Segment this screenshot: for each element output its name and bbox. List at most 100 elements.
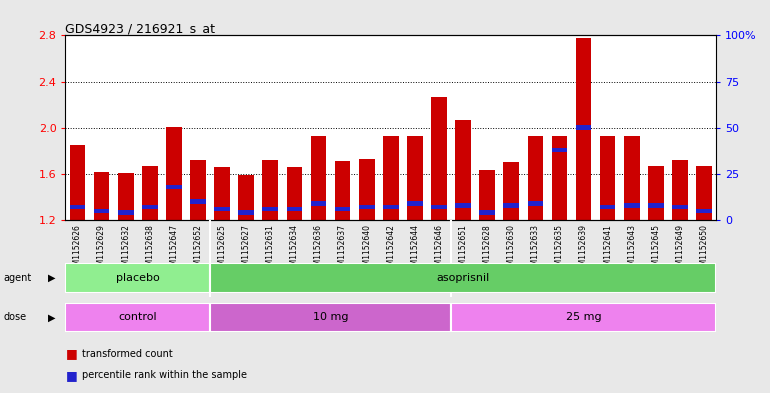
Bar xyxy=(94,172,109,220)
Text: GSM1152633: GSM1152633 xyxy=(531,224,540,275)
Text: GSM1152643: GSM1152643 xyxy=(628,224,636,275)
Bar xyxy=(118,210,133,215)
Text: ▶: ▶ xyxy=(48,312,55,322)
Text: 25 mg: 25 mg xyxy=(566,312,601,322)
Text: GSM1152632: GSM1152632 xyxy=(121,224,130,275)
Text: GSM1152631: GSM1152631 xyxy=(266,224,275,275)
Bar xyxy=(335,207,350,211)
Text: GSM1152630: GSM1152630 xyxy=(507,224,516,275)
Bar xyxy=(65,263,210,293)
Text: agent: agent xyxy=(4,273,32,283)
Text: GSM1152634: GSM1152634 xyxy=(290,224,299,275)
Bar xyxy=(383,136,399,220)
Bar xyxy=(527,201,543,206)
Bar xyxy=(190,160,206,220)
Text: ■: ■ xyxy=(65,347,77,360)
Bar xyxy=(480,171,495,220)
Bar xyxy=(624,136,640,220)
Text: GSM1152647: GSM1152647 xyxy=(169,224,179,275)
Text: GSM1152644: GSM1152644 xyxy=(410,224,420,275)
Text: GSM1152628: GSM1152628 xyxy=(483,224,492,275)
Text: GSM1152639: GSM1152639 xyxy=(579,224,588,275)
Bar xyxy=(480,210,495,215)
Bar xyxy=(286,207,302,211)
Bar xyxy=(69,205,85,209)
Bar xyxy=(359,205,374,209)
Bar xyxy=(624,203,640,208)
Bar xyxy=(69,145,85,220)
Bar xyxy=(263,160,278,220)
Bar xyxy=(696,166,712,220)
Bar xyxy=(455,203,471,208)
Text: GSM1152646: GSM1152646 xyxy=(434,224,444,275)
Text: GSM1152637: GSM1152637 xyxy=(338,224,347,275)
Bar xyxy=(286,167,302,220)
Bar xyxy=(359,159,374,220)
Bar xyxy=(214,167,230,220)
Bar xyxy=(65,303,210,332)
Bar xyxy=(210,303,451,332)
Bar xyxy=(166,185,182,189)
Bar xyxy=(431,205,447,209)
Bar xyxy=(239,175,254,220)
Bar xyxy=(551,136,567,220)
Bar xyxy=(407,201,423,206)
Text: dose: dose xyxy=(4,312,27,322)
Bar xyxy=(310,201,326,206)
Bar xyxy=(118,173,133,220)
Text: GSM1152651: GSM1152651 xyxy=(459,224,467,275)
Text: transformed count: transformed count xyxy=(82,349,173,359)
Text: asoprisnil: asoprisnil xyxy=(437,273,490,283)
Text: GDS4923 / 216921_s_at: GDS4923 / 216921_s_at xyxy=(65,22,216,35)
Bar xyxy=(527,136,543,220)
Bar xyxy=(648,166,664,220)
Text: GSM1152640: GSM1152640 xyxy=(362,224,371,275)
Bar xyxy=(451,303,716,332)
Bar xyxy=(166,127,182,220)
Text: percentile rank within the sample: percentile rank within the sample xyxy=(82,370,247,380)
Text: GSM1152636: GSM1152636 xyxy=(314,224,323,275)
Bar xyxy=(672,160,688,220)
Text: ■: ■ xyxy=(65,369,77,382)
Bar xyxy=(576,125,591,130)
Text: placebo: placebo xyxy=(116,273,159,283)
Text: GSM1152645: GSM1152645 xyxy=(651,224,661,275)
Bar xyxy=(648,203,664,208)
Bar xyxy=(335,161,350,220)
Bar xyxy=(210,263,716,293)
Bar xyxy=(672,205,688,209)
Text: ▶: ▶ xyxy=(48,273,55,283)
Text: GSM1152629: GSM1152629 xyxy=(97,224,106,275)
Bar xyxy=(239,210,254,215)
Bar xyxy=(142,205,158,209)
Bar xyxy=(190,199,206,204)
Bar xyxy=(407,136,423,220)
Bar xyxy=(576,38,591,220)
Bar xyxy=(383,205,399,209)
Text: GSM1152642: GSM1152642 xyxy=(387,224,395,275)
Bar xyxy=(551,148,567,152)
Text: GSM1152652: GSM1152652 xyxy=(193,224,203,275)
Bar xyxy=(263,207,278,211)
Bar xyxy=(94,209,109,213)
Bar xyxy=(504,162,519,220)
Bar xyxy=(504,203,519,208)
Bar xyxy=(600,205,615,209)
Text: GSM1152649: GSM1152649 xyxy=(675,224,685,275)
Text: GSM1152625: GSM1152625 xyxy=(218,224,226,275)
Bar xyxy=(431,97,447,220)
Text: GSM1152638: GSM1152638 xyxy=(146,224,154,275)
Text: 10 mg: 10 mg xyxy=(313,312,348,322)
Bar xyxy=(600,136,615,220)
Text: GSM1152635: GSM1152635 xyxy=(555,224,564,275)
Text: GSM1152626: GSM1152626 xyxy=(73,224,82,275)
Bar xyxy=(696,209,712,213)
Bar xyxy=(310,136,326,220)
Text: control: control xyxy=(119,312,157,322)
Bar xyxy=(455,119,471,220)
Bar xyxy=(214,207,230,211)
Text: GSM1152627: GSM1152627 xyxy=(242,224,251,275)
Text: GSM1152641: GSM1152641 xyxy=(603,224,612,275)
Bar xyxy=(142,166,158,220)
Text: GSM1152650: GSM1152650 xyxy=(700,224,708,275)
